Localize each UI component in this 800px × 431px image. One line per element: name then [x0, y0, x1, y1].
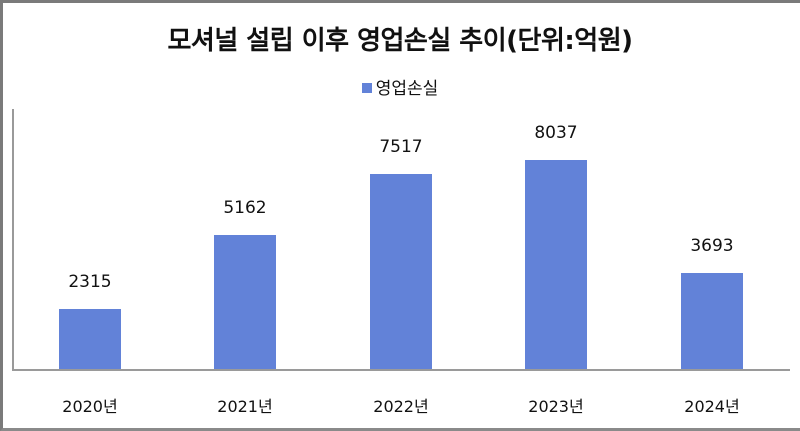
data-label: 3693 — [690, 236, 734, 256]
legend-swatch-icon — [361, 83, 372, 93]
x-tick-label: 2024년 — [684, 397, 740, 416]
x-tick-label: 2021년 — [217, 397, 273, 416]
data-label: 5162 — [223, 198, 267, 218]
chart-title: 모셔널 설립 이후 영업손실 추이(단위:억원) — [167, 26, 633, 56]
bar — [370, 174, 432, 369]
bar — [681, 273, 743, 369]
bar — [525, 160, 587, 369]
data-label: 7517 — [379, 137, 423, 157]
x-tick-label: 2023년 — [528, 397, 584, 416]
bar — [59, 309, 121, 369]
bar — [214, 235, 276, 369]
x-tick-label: 2020년 — [62, 397, 118, 416]
x-axis-line — [12, 369, 790, 371]
y-axis-line — [12, 109, 14, 371]
x-tick-label: 2022년 — [373, 397, 429, 416]
legend: 영업손실 — [0, 74, 800, 99]
data-label: 8037 — [534, 123, 578, 143]
legend-label: 영업손실 — [375, 79, 439, 99]
data-label: 2315 — [68, 272, 112, 292]
